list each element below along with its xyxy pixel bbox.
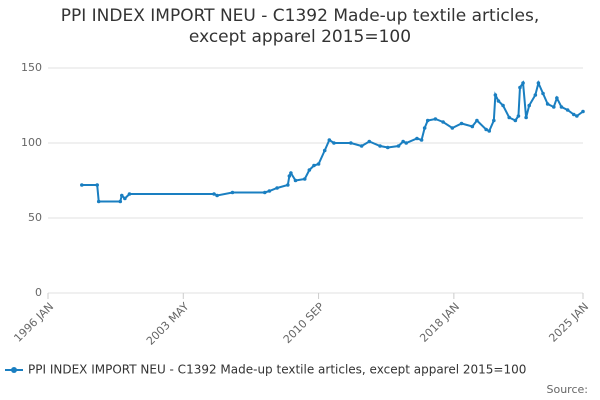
point xyxy=(496,99,501,103)
point xyxy=(275,186,279,190)
point xyxy=(516,114,521,118)
point xyxy=(322,148,327,153)
point xyxy=(80,183,84,187)
y-tick-label: 0 xyxy=(35,286,42,299)
point xyxy=(378,144,382,148)
y-tick-label: 50 xyxy=(28,211,42,224)
point xyxy=(551,105,556,109)
chart-title: PPI INDEX IMPORT NEU - C1392 Made-up tex… xyxy=(60,6,540,47)
point xyxy=(212,192,216,196)
point xyxy=(286,183,290,187)
point xyxy=(415,136,419,141)
point xyxy=(419,138,424,142)
point xyxy=(422,126,427,130)
point xyxy=(524,115,528,120)
point xyxy=(513,118,518,123)
point xyxy=(316,162,321,166)
x-tick-label: 2025 JAN xyxy=(546,300,591,345)
y-tick-label: 100 xyxy=(21,136,42,149)
point xyxy=(367,139,372,144)
point xyxy=(95,183,99,187)
y-tick-label: 150 xyxy=(21,61,42,74)
point xyxy=(487,129,492,133)
point xyxy=(123,196,127,201)
point xyxy=(518,85,522,90)
point xyxy=(565,108,570,112)
point xyxy=(385,145,390,150)
point xyxy=(404,141,409,145)
point xyxy=(287,174,292,178)
point xyxy=(349,141,353,145)
point xyxy=(96,199,101,204)
point xyxy=(545,102,550,106)
point xyxy=(119,193,124,198)
point xyxy=(327,138,332,142)
point xyxy=(441,120,445,124)
point xyxy=(555,96,559,100)
legend-label: PPI INDEX IMPORT NEU - C1392 Made-up tex… xyxy=(28,363,526,377)
legend-marker xyxy=(11,367,17,373)
x-tick-label: 2018 JAN xyxy=(417,300,462,345)
point xyxy=(507,115,512,120)
point xyxy=(401,139,405,144)
point xyxy=(459,121,464,126)
point xyxy=(307,168,312,172)
point xyxy=(581,109,585,114)
point xyxy=(571,112,576,117)
point xyxy=(289,171,293,175)
point xyxy=(492,118,496,123)
point xyxy=(484,127,488,132)
point xyxy=(332,141,336,145)
point xyxy=(118,199,123,204)
point xyxy=(541,91,545,96)
x-tick-label: 2010 SEP xyxy=(281,300,327,346)
point xyxy=(396,144,401,148)
x-tick-label: 2003 MAY xyxy=(144,300,192,348)
point xyxy=(470,124,475,129)
point xyxy=(521,81,525,85)
point xyxy=(312,163,316,168)
point xyxy=(559,105,564,109)
source: Source: xyxy=(547,383,589,396)
point xyxy=(267,189,272,193)
point xyxy=(230,190,235,195)
point xyxy=(536,81,541,85)
point xyxy=(527,103,531,108)
point xyxy=(533,93,538,97)
point xyxy=(127,192,132,196)
point xyxy=(433,117,438,121)
point xyxy=(215,193,219,198)
point xyxy=(493,93,498,97)
point xyxy=(302,177,307,181)
x-tick-label: 1996 JAN xyxy=(11,300,56,345)
point xyxy=(475,118,479,123)
point xyxy=(262,190,267,195)
point xyxy=(293,178,298,183)
point xyxy=(575,114,579,118)
point xyxy=(425,118,430,123)
point xyxy=(359,144,364,148)
point xyxy=(450,126,455,130)
point xyxy=(501,103,505,108)
